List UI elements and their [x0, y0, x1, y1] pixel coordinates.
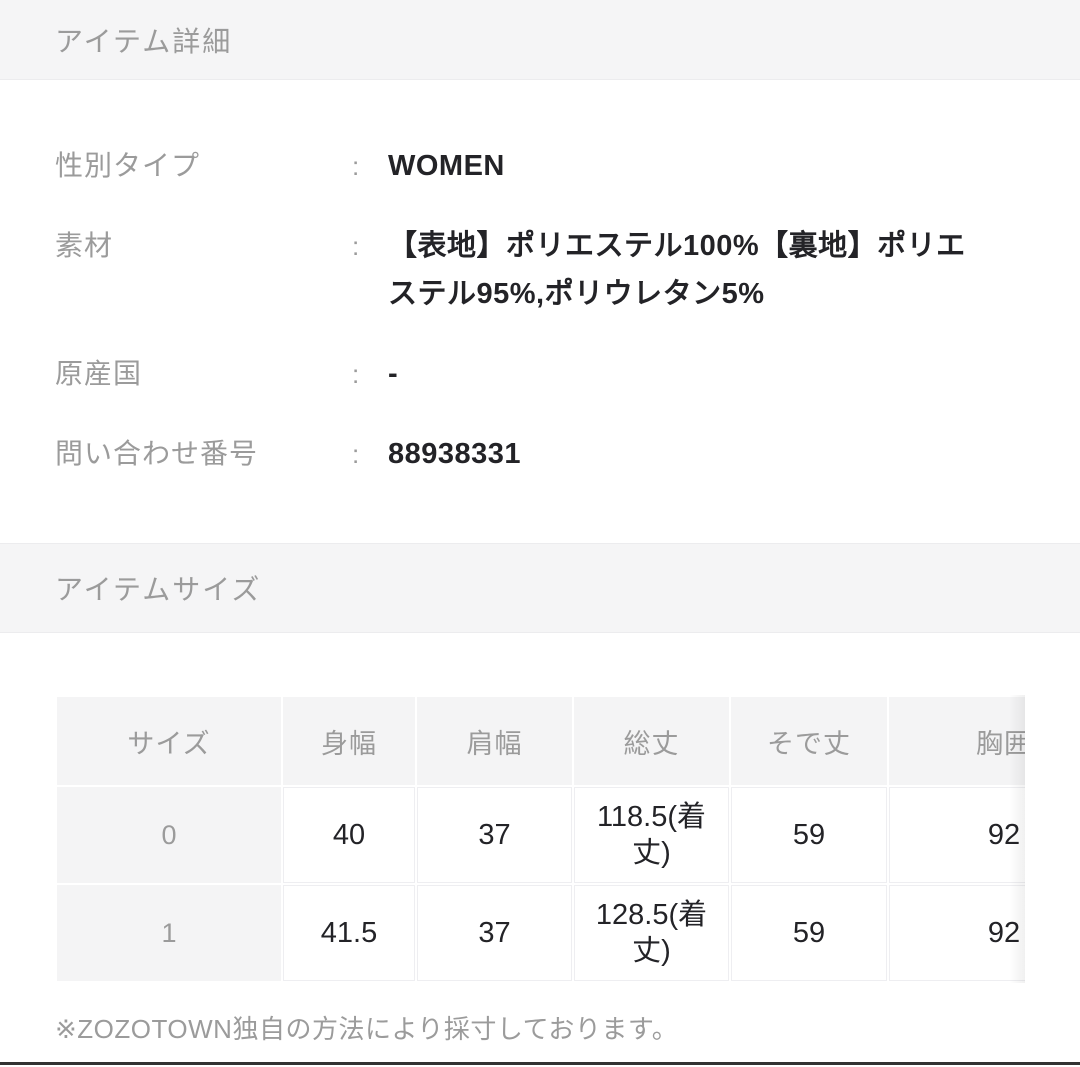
size-table-row-1-body-width: 41.5 — [283, 885, 415, 981]
detail-label-gender: 性別タイプ — [55, 150, 201, 181]
item-size-section-header: アイテムサイズ — [0, 543, 1080, 633]
size-table-header-total-length: 総丈 — [574, 697, 729, 785]
bottom-divider — [0, 1062, 1080, 1065]
detail-colon: : — [352, 439, 360, 469]
size-table-header-shoulder-width: 肩幅 — [417, 697, 572, 785]
detail-row-country: 原産国 : - — [55, 350, 1025, 398]
size-table-header-chest: 胸囲 — [889, 697, 1025, 785]
detail-row-material: 素材 : 【表地】ポリエステル100%【裏地】ポリエステル95%,ポリウレタン5… — [55, 222, 1025, 318]
detail-colon: : — [352, 151, 360, 181]
item-size-section: サイズ 身幅 肩幅 総丈 そで丈 胸囲 0 40 37 118.5(着丈) 59 — [0, 633, 1080, 1046]
size-table-scroll-container[interactable]: サイズ 身幅 肩幅 総丈 そで丈 胸囲 0 40 37 118.5(着丈) 59 — [55, 695, 1025, 983]
size-table-row-0-body-width: 40 — [283, 787, 415, 883]
size-table-row-1: 1 41.5 37 128.5(着丈) 59 92 — [57, 885, 1025, 981]
size-table-row-0-sleeve-length: 59 — [731, 787, 887, 883]
size-table-row-1-chest: 92 — [889, 885, 1025, 981]
detail-value-country: - — [388, 358, 399, 390]
detail-label-inquiry-number: 問い合わせ番号 — [55, 438, 259, 469]
detail-value-material: 【表地】ポリエステル100%【裏地】ポリエステル95%,ポリウレタン5% — [388, 230, 966, 310]
size-table-header-size: サイズ — [57, 697, 281, 785]
item-details-title: アイテム詳細 — [55, 25, 233, 57]
size-table-header-sleeve-length: そで丈 — [731, 697, 887, 785]
size-table-row-1-sleeve-length: 59 — [731, 885, 887, 981]
detail-value-inquiry-number: 88938331 — [388, 438, 522, 470]
size-table: サイズ 身幅 肩幅 総丈 そで丈 胸囲 0 40 37 118.5(着丈) 59 — [55, 695, 1025, 983]
detail-row-inquiry-number: 問い合わせ番号 : 88938331 — [55, 430, 1025, 478]
size-table-row-1-shoulder-width: 37 — [417, 885, 572, 981]
size-table-row-0-chest: 92 — [889, 787, 1025, 883]
detail-row-gender: 性別タイプ : WOMEN — [55, 142, 1025, 190]
size-table-row-0-size: 0 — [57, 787, 281, 883]
detail-label-country: 原産国 — [55, 358, 143, 389]
size-table-row-1-total-length: 128.5(着丈) — [574, 885, 729, 981]
item-details-list: 性別タイプ : WOMEN 素材 : 【表地】ポリエステル100%【裏地】ポリエ… — [0, 80, 1080, 478]
detail-colon: : — [352, 359, 360, 389]
detail-label-material: 素材 — [55, 230, 114, 261]
detail-colon: : — [352, 231, 360, 261]
size-table-header-body-width: 身幅 — [283, 697, 415, 785]
detail-value-gender: WOMEN — [388, 150, 505, 182]
size-table-row-0-total-length: 118.5(着丈) — [574, 787, 729, 883]
item-size-title: アイテムサイズ — [55, 574, 262, 605]
size-table-header-row: サイズ 身幅 肩幅 総丈 そで丈 胸囲 — [57, 697, 1025, 785]
measurement-note: ※ZOZOTOWN独自の方法により採寸しております。 — [55, 1014, 679, 1044]
size-table-row-1-size: 1 — [57, 885, 281, 981]
size-table-row-0: 0 40 37 118.5(着丈) 59 92 — [57, 787, 1025, 883]
item-details-section-header: アイテム詳細 — [0, 0, 1080, 80]
size-table-row-0-shoulder-width: 37 — [417, 787, 572, 883]
